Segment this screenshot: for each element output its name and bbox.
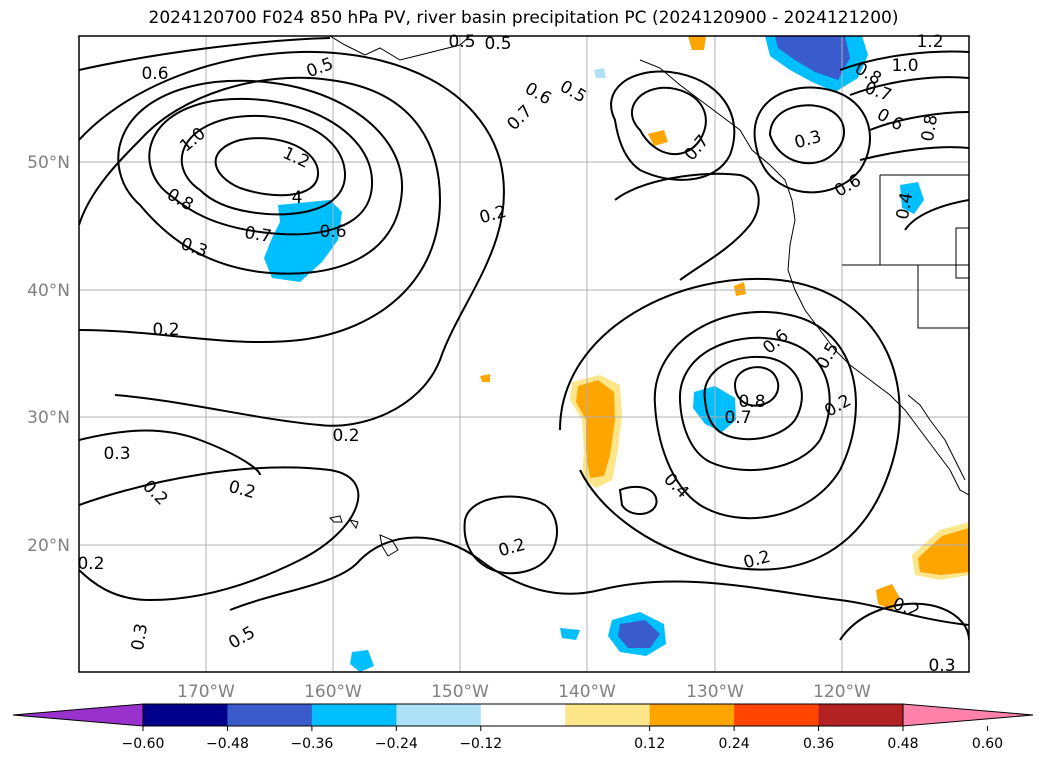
colorbar-frame bbox=[142, 703, 904, 727]
colorbar-segment bbox=[143, 704, 228, 726]
precip-patch-negative bbox=[560, 628, 580, 640]
precip-patch-negative bbox=[775, 36, 850, 80]
precip-patch-positive bbox=[576, 380, 615, 478]
map-frame bbox=[78, 35, 970, 673]
pv-contours bbox=[79, 37, 969, 641]
contour-label: 1.0 bbox=[891, 56, 918, 76]
colorbar-segment bbox=[396, 704, 482, 726]
lon-label-120w: 120°W bbox=[813, 682, 871, 702]
colorbar-tick-label: −0.12 bbox=[459, 736, 502, 752]
map-panel bbox=[79, 36, 969, 672]
contour-label: 0.8 bbox=[918, 113, 942, 143]
precip-patch-positive bbox=[480, 374, 490, 382]
contour-label: 1.2 bbox=[916, 32, 943, 52]
colorbar-extend-low bbox=[12, 703, 144, 727]
colorbar-tick-label: 0.48 bbox=[887, 736, 918, 752]
lat-label-50n: 50°N bbox=[27, 153, 70, 173]
colorbar-tick-label: −0.48 bbox=[206, 736, 249, 752]
colorbar-segment bbox=[818, 704, 904, 726]
coastlines bbox=[328, 36, 969, 557]
colorbar-tick-label: 0.60 bbox=[972, 736, 1003, 752]
contour-label: 0.6 bbox=[319, 222, 346, 242]
precip-patch-negative bbox=[350, 650, 374, 672]
colorbar-extend-high bbox=[902, 703, 1034, 727]
contour-label: 0.7 bbox=[243, 223, 273, 247]
contour-label: 4 bbox=[292, 188, 303, 208]
contour-label: 0.3 bbox=[928, 656, 955, 676]
colorbar-tick-label: 0.12 bbox=[634, 736, 665, 752]
precip-patch-positive bbox=[876, 584, 900, 610]
contour-label: 0.4 bbox=[893, 191, 917, 221]
latitude-labels: 50°N 40°N 30°N 20°N bbox=[27, 153, 70, 556]
contour-label: 0.6 bbox=[141, 64, 168, 84]
contour-label: 0.3 bbox=[128, 622, 152, 652]
colorbar-segment bbox=[734, 704, 820, 726]
contour-label: 0.2 bbox=[332, 426, 359, 446]
colorbar-ticks: −0.60 −0.48 −0.36 −0.24 −0.12 0.12 0.24 0.36 0.4… bbox=[122, 726, 1003, 752]
contour-label: 0.3 bbox=[103, 444, 130, 464]
colorbar-segment bbox=[649, 704, 735, 726]
colorbar-tick-label: −0.36 bbox=[290, 736, 333, 752]
lon-label-160w: 160°W bbox=[304, 682, 362, 702]
precip-patch-positive bbox=[688, 36, 706, 50]
lon-label-170w: 170°W bbox=[177, 682, 235, 702]
colorbar-segment bbox=[480, 704, 566, 726]
lat-label-40n: 40°N bbox=[27, 281, 70, 301]
precip-patch-positive bbox=[648, 130, 668, 146]
colorbar-segment bbox=[227, 704, 313, 726]
colorbar-tick-label: −0.24 bbox=[375, 736, 418, 752]
colorbar-tick-label: −0.60 bbox=[122, 736, 165, 752]
lat-label-30n: 30°N bbox=[27, 408, 70, 428]
colorbar-tick-label: 0.24 bbox=[719, 736, 750, 752]
colorbar-segment bbox=[311, 704, 397, 726]
contour-label: 0.2 bbox=[152, 320, 179, 340]
longitude-labels: 170°W 160°W 150°W 140°W 130°W 120°W bbox=[177, 682, 871, 702]
precip-patch-negative bbox=[594, 68, 606, 78]
precip-patch-positive bbox=[918, 528, 969, 575]
colorbar-segment bbox=[565, 704, 651, 726]
contour-label: 0.7 bbox=[724, 408, 751, 428]
precip-patch-negative bbox=[264, 200, 342, 282]
lon-label-130w: 130°W bbox=[686, 682, 744, 702]
contour-label: 0.2 bbox=[77, 554, 104, 574]
lon-label-140w: 140°W bbox=[558, 682, 616, 702]
precip-patch-negative bbox=[618, 620, 660, 648]
contour-label: 0.5 bbox=[448, 32, 475, 52]
colorbar bbox=[12, 703, 1034, 727]
colorbar-tick-label: 0.36 bbox=[803, 736, 834, 752]
map-title: 2024120700 F024 850 hPa PV, river basin … bbox=[148, 8, 899, 28]
contour-label: 0.5 bbox=[484, 34, 511, 54]
lat-label-20n: 20°N bbox=[27, 536, 70, 556]
precip-patch-positive bbox=[734, 282, 746, 296]
precip-patch-negative bbox=[900, 182, 924, 214]
lon-label-150w: 150°W bbox=[431, 682, 489, 702]
contour-label: 0.8 bbox=[738, 392, 765, 412]
